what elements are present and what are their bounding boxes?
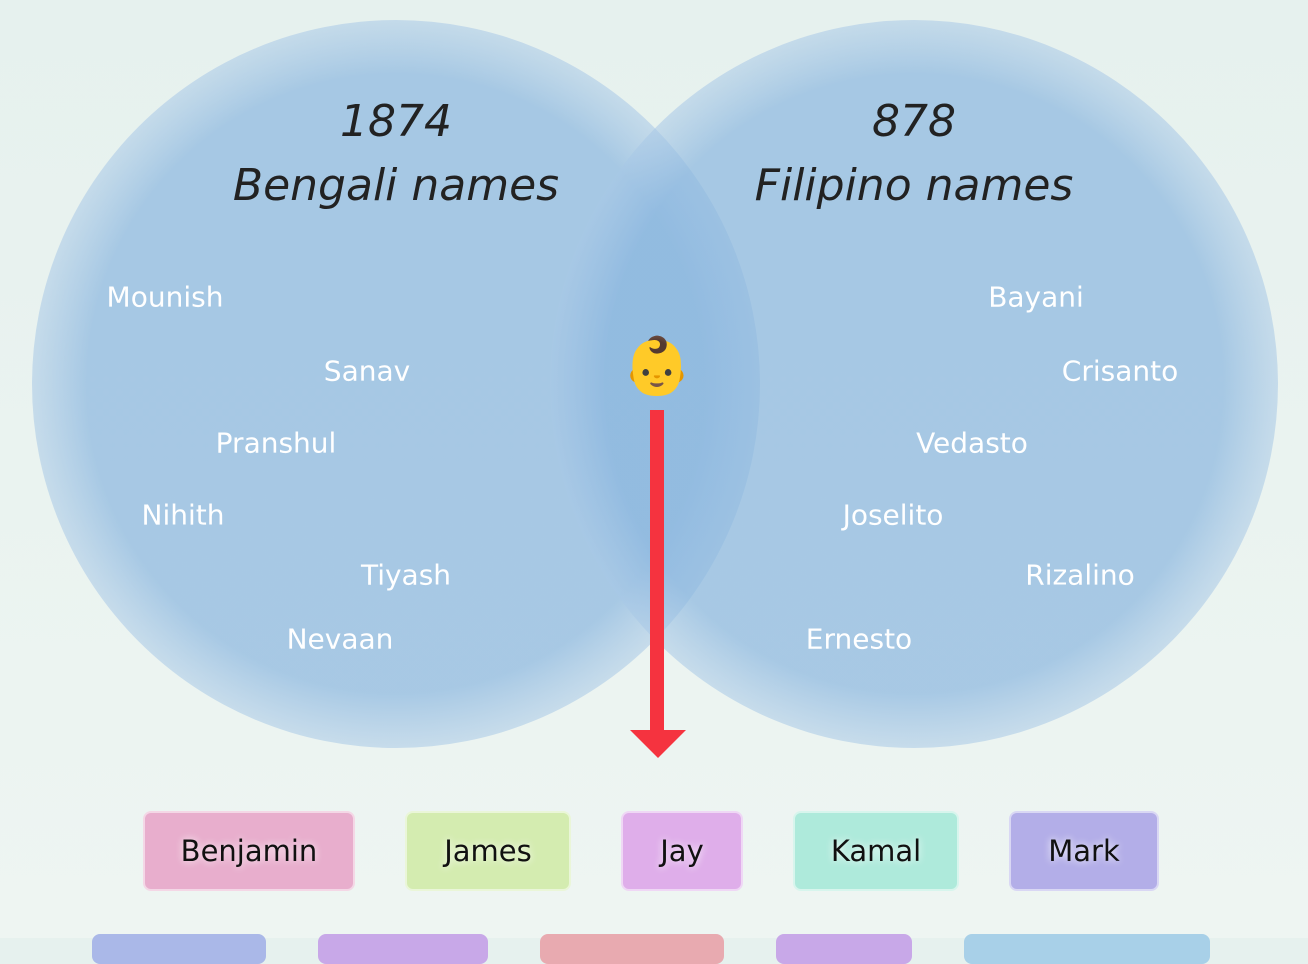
name: Nevaan bbox=[286, 622, 394, 656]
name: Rizalino bbox=[1025, 558, 1135, 592]
name-chip[interactable]: James bbox=[405, 811, 571, 891]
name: Bayani bbox=[988, 280, 1084, 314]
chip-partial bbox=[964, 934, 1210, 964]
arrow-shaft bbox=[650, 410, 664, 732]
name: Crisanto bbox=[1061, 354, 1179, 388]
venn-diagram bbox=[32, 20, 1278, 758]
name: Joselito bbox=[842, 498, 944, 532]
name: Nihith bbox=[141, 498, 225, 532]
right-count: 878 bbox=[872, 96, 956, 147]
chip-partial bbox=[318, 934, 488, 964]
name: Mounish bbox=[106, 280, 224, 314]
arrow-head bbox=[630, 730, 686, 758]
name-chip[interactable]: Benjamin bbox=[143, 811, 355, 891]
name: Sanav bbox=[323, 354, 411, 388]
chip-partial bbox=[540, 934, 724, 964]
left-circle bbox=[32, 20, 760, 748]
right-circle bbox=[550, 20, 1278, 748]
name-chip[interactable]: Kamal bbox=[793, 811, 959, 891]
baby-icon: 👶 bbox=[622, 334, 692, 399]
name: Pranshul bbox=[215, 426, 337, 460]
left-count: 1874 bbox=[340, 96, 452, 147]
name-chip[interactable]: Mark bbox=[1009, 811, 1159, 891]
name-chip[interactable]: Jay bbox=[621, 811, 743, 891]
name: Tiyash bbox=[360, 558, 452, 592]
left-label: Bengali names bbox=[232, 160, 560, 211]
name: Vedasto bbox=[916, 426, 1028, 460]
right-label: Filipino names bbox=[754, 160, 1074, 211]
chip-partial bbox=[92, 934, 266, 964]
chip-partial bbox=[776, 934, 912, 964]
name: Ernesto bbox=[805, 622, 913, 656]
